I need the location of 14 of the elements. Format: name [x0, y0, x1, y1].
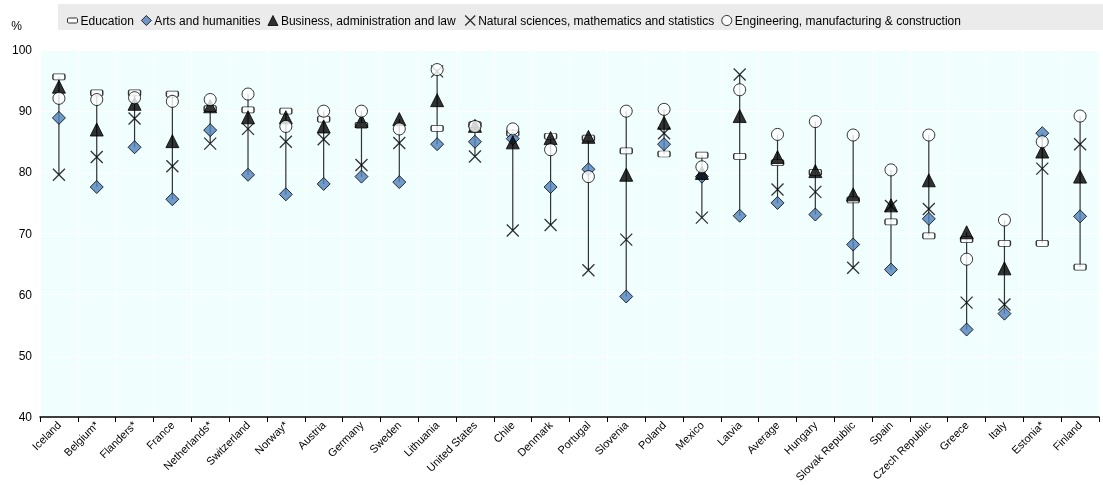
y-tick-label: 50	[18, 348, 33, 363]
legend-label: Arts and humanities	[154, 13, 261, 28]
y-axis-title: %	[11, 19, 23, 33]
y-tick-label: 80	[18, 165, 33, 180]
y-tick-label: 60	[18, 287, 33, 302]
y-tick-label: 90	[18, 104, 33, 119]
legend-label: Business, administration and law	[280, 13, 457, 28]
x-tick-label: Italy	[985, 418, 1010, 442]
legend-label: Education	[80, 13, 134, 28]
legend-label: Natural sciences, mathematics and statistics	[478, 13, 715, 28]
y-tick-label: 40	[18, 410, 33, 424]
legend-label: Engineering, manufacturing & construction	[734, 13, 961, 28]
y-tick-label: 100	[11, 43, 33, 57]
y-tick-label: 70	[18, 226, 33, 241]
